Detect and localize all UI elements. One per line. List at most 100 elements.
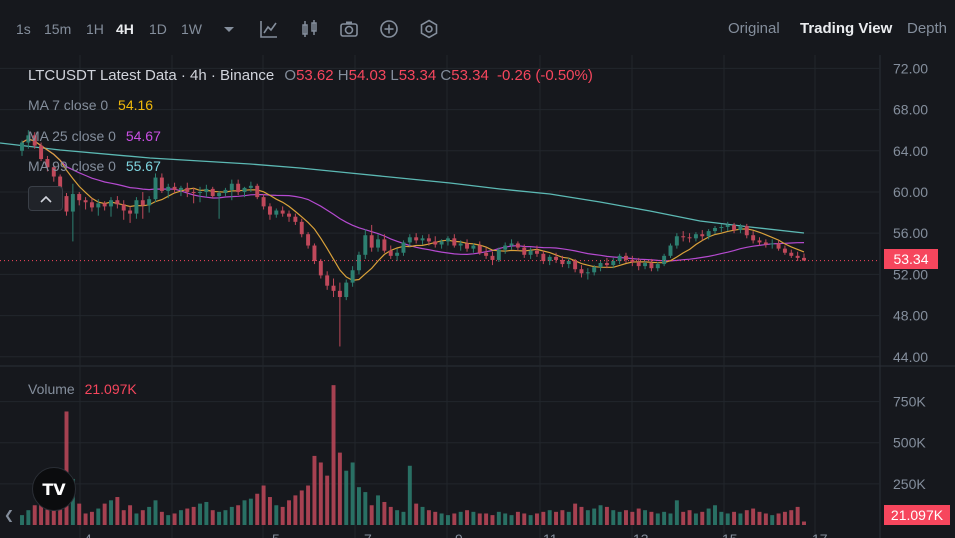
- volume-bar: [445, 515, 450, 525]
- volume-bar: [458, 511, 463, 525]
- chevron-down-icon[interactable]: [223, 22, 235, 40]
- candle-body: [318, 260, 323, 276]
- view-original[interactable]: Original: [728, 20, 780, 37]
- candle-body: [325, 275, 330, 286]
- interval-1w[interactable]: 1W: [181, 21, 202, 37]
- candle-body: [337, 290, 342, 298]
- volume-bar: [630, 511, 635, 525]
- candle-body: [458, 243, 463, 246]
- candle-body: [229, 183, 234, 190]
- volume-bar: [178, 510, 183, 525]
- interval-1s[interactable]: 1s: [16, 21, 31, 37]
- volume-bar: [306, 485, 311, 525]
- volume-bar: [649, 511, 654, 525]
- candle-body: [306, 234, 311, 246]
- volume-bar: [452, 513, 457, 525]
- volume-bar: [700, 511, 705, 525]
- volume-bar: [503, 513, 508, 525]
- candle-body: [89, 202, 94, 208]
- volume-bar: [229, 506, 234, 525]
- ma7-legend: MA 7 close 0 54.16: [28, 97, 153, 113]
- ma25-label: MA 25 close 0: [28, 128, 116, 144]
- interval-4h[interactable]: 4H: [116, 21, 134, 37]
- settings-icon[interactable]: [419, 19, 439, 44]
- volume-bar: [713, 505, 717, 525]
- volume-bar: [210, 510, 215, 525]
- candle-body: [426, 238, 431, 242]
- candle-body: [649, 263, 654, 269]
- candle-body: [210, 188, 215, 197]
- candle-body: [70, 194, 75, 212]
- candle-body: [299, 221, 304, 235]
- candle-body: [617, 255, 622, 261]
- candle-body: [293, 216, 298, 222]
- tradingview-logo[interactable]: TV: [32, 467, 76, 511]
- volume-bar: [795, 506, 800, 525]
- candle-body: [363, 235, 368, 255]
- candle-body: [395, 252, 400, 256]
- volume-bar: [732, 511, 737, 525]
- price-tick-label: 72.00: [893, 60, 928, 76]
- volume-bar: [32, 505, 37, 525]
- indicators-icon[interactable]: [259, 19, 279, 44]
- volume-bar: [20, 515, 24, 525]
- candle-body: [242, 187, 247, 192]
- candle-body: [789, 252, 794, 256]
- candle-body: [452, 238, 457, 246]
- add-icon[interactable]: [379, 19, 399, 44]
- volume-tick-label: 750K: [893, 394, 926, 410]
- candle-body: [45, 159, 50, 168]
- candle-body: [782, 248, 787, 253]
- ma7-line: [21, 138, 805, 282]
- ma7-value: 54.16: [118, 97, 154, 113]
- candle-body: [700, 234, 705, 237]
- candle-body: [655, 264, 660, 269]
- candle-body: [248, 185, 253, 188]
- chart-legend: LTCUSDT Latest Data · 4h · Binance O53.6…: [28, 67, 593, 84]
- interval-15m[interactable]: 15m: [44, 21, 72, 37]
- candle-body: [83, 200, 88, 203]
- candle-body: [39, 145, 44, 160]
- candle-body: [763, 242, 768, 245]
- volume-bar: [573, 503, 578, 525]
- candle-body: [465, 243, 470, 249]
- candle-body: [267, 206, 272, 215]
- interval-1d[interactable]: 1D: [149, 21, 167, 37]
- candle-body: [802, 257, 806, 261]
- view-trading-view[interactable]: Trading View: [800, 20, 893, 37]
- volume-bar: [719, 511, 724, 525]
- open-value: 53.62: [296, 67, 334, 84]
- volume-bar: [579, 506, 584, 525]
- collapse-legend-button[interactable]: [28, 186, 63, 211]
- scroll-left-icon[interactable]: ❮: [4, 508, 15, 522]
- candle-body: [32, 135, 37, 146]
- candle-body: [579, 269, 584, 274]
- chart-type-icon[interactable]: [300, 19, 320, 44]
- open-label: O: [284, 67, 297, 84]
- low-label: L: [390, 67, 399, 84]
- volume-tick-label: 250K: [893, 476, 926, 492]
- volume-bar: [522, 513, 527, 525]
- interval-1h[interactable]: 1H: [86, 21, 104, 37]
- volume-bar: [477, 513, 482, 525]
- volume-bar: [636, 508, 641, 525]
- volume-bar: [655, 513, 660, 525]
- ma99-value: 55.67: [125, 158, 161, 174]
- volume-bar: [109, 500, 113, 525]
- candle-body: [185, 187, 190, 192]
- camera-icon[interactable]: [339, 19, 359, 44]
- price-chart[interactable]: 72.00 68.00 64.00 60.00 56.00 52.00 48.00 44.00…: [0, 55, 955, 538]
- volume-bar: [77, 503, 82, 525]
- candle-body: [312, 245, 317, 261]
- ma7-label: MA 7 close 0: [28, 97, 109, 113]
- volume-bar: [687, 510, 692, 525]
- view-depth[interactable]: Depth: [907, 20, 948, 37]
- chevron-up-icon: [39, 195, 52, 203]
- volume-bar: [242, 500, 247, 525]
- candle-body: [674, 236, 679, 246]
- candle-body: [407, 237, 412, 243]
- candle-body: [414, 237, 419, 241]
- volume-bar: [509, 515, 514, 525]
- volume-bar: [751, 508, 756, 525]
- volume-bar: [782, 511, 787, 525]
